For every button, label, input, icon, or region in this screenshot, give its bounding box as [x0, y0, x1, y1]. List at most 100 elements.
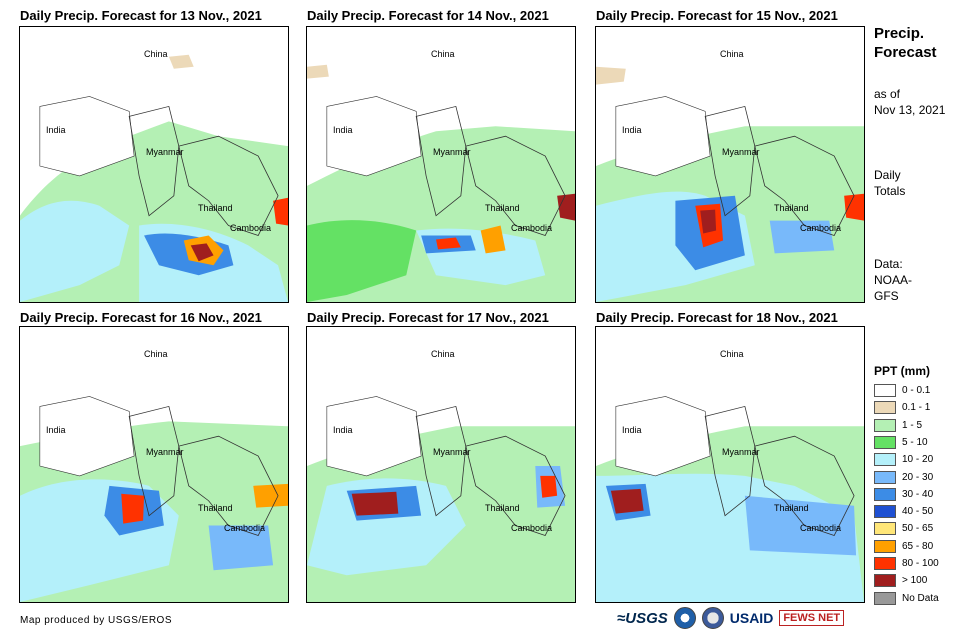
state-seal-logo: [701, 607, 724, 629]
legend-item: 0 - 0.1: [874, 383, 930, 398]
panel-title-3: Daily Precip. Forecast for 15 Nov., 2021: [596, 8, 838, 23]
legend-label: > 100: [902, 575, 928, 587]
legend-label: 65 - 80: [902, 540, 934, 552]
map-3-label-cambodia: Cambodia: [800, 223, 842, 233]
totals-line1: Daily: [874, 168, 901, 182]
map-6-label-thailand: Thailand: [774, 503, 809, 513]
legend-label: 0 - 0.1: [902, 385, 931, 396]
legend-label: 0.1 - 1: [902, 402, 931, 414]
logos: ≈USGS USAID FEWS NET: [617, 606, 845, 630]
panel-title-4: Daily Precip. Forecast for 16 Nov., 2021: [20, 310, 262, 325]
legend-label: 50 - 65: [902, 523, 934, 535]
legend-item: 80 - 100: [874, 556, 939, 571]
legend-item: No Data: [874, 591, 939, 606]
legend-item: 20 - 30: [874, 470, 933, 485]
footer-credit: Map produced by USGS/EROS: [20, 615, 173, 626]
legend-item: 5 - 10: [874, 435, 928, 450]
map-3-label-thailand: Thailand: [774, 203, 809, 213]
map-2-label-myanmar: Myanmar: [433, 147, 471, 157]
legend-swatch: [874, 418, 896, 432]
map-5-label-india: India: [333, 425, 353, 435]
noaa-logo: [673, 607, 696, 629]
map-2-label-india: India: [333, 125, 353, 135]
legend-swatch: [874, 539, 896, 553]
legend-item: 50 - 65: [874, 521, 933, 536]
map-6-label-china: China: [720, 349, 744, 359]
map-4-label-myanmar: Myanmar: [146, 447, 184, 457]
precip-map-1: [20, 27, 288, 302]
map-panel-4: China India Myanmar Thailand Cambodia: [19, 326, 289, 603]
map-3-label-myanmar: Myanmar: [722, 147, 760, 157]
legend-swatch: [874, 522, 896, 536]
map-1-label-india: India: [46, 125, 66, 135]
map-2-label-cambodia: Cambodia: [511, 223, 553, 233]
map-panel-3: China India Myanmar Thailand Cambodia: [595, 26, 865, 303]
map-5-label-thailand: Thailand: [485, 503, 520, 513]
map-4-label-thailand: Thailand: [198, 503, 233, 513]
legend-item: 0.1 - 1: [874, 400, 930, 415]
map-2-label-thailand: Thailand: [485, 203, 520, 213]
legend-item: 40 - 50: [874, 504, 933, 519]
usaid-logo: USAID: [729, 610, 774, 626]
panel-title-1: Daily Precip. Forecast for 13 Nov., 2021: [20, 8, 262, 23]
legend-label: 30 - 40: [902, 488, 934, 500]
precip-map-6: [596, 327, 864, 602]
usgs-logo: ≈USGS: [617, 609, 668, 627]
map-5-label-china: China: [431, 349, 455, 359]
map-6-label-cambodia: Cambodia: [800, 523, 842, 533]
map-3-label-china: China: [720, 49, 744, 59]
legend-label: 20 - 30: [902, 471, 934, 483]
legend-swatch: [874, 401, 896, 415]
legend-swatch: [874, 591, 896, 605]
map-4-label-cambodia: Cambodia: [224, 523, 266, 533]
legend-title: PPT (mm): [874, 364, 931, 378]
legend-swatch: [874, 470, 896, 484]
map-panel-6: China India Myanmar Thailand Cambodia: [595, 326, 865, 603]
map-6-label-india: India: [622, 425, 642, 435]
side-title-line2: Forecast: [874, 44, 937, 61]
legend-label: 40 - 50: [902, 506, 934, 518]
precip-map-2: [307, 27, 575, 302]
legend-label: 1 - 5: [902, 419, 923, 431]
side-title: Precip. Forecast: [874, 24, 937, 62]
legend-swatch: [874, 505, 896, 519]
as-of-date: as of Nov 13, 2021: [874, 86, 945, 118]
legend-label: 5 - 10: [902, 436, 928, 448]
legend-item: 1 - 5: [874, 418, 922, 433]
legend-item: 30 - 40: [874, 487, 933, 502]
legend-swatch: [874, 435, 896, 449]
legend-swatch: [874, 453, 896, 467]
map-1-label-china: China: [144, 49, 168, 59]
legend-item: 65 - 80: [874, 539, 933, 554]
map-1-label-myanmar: Myanmar: [146, 147, 184, 157]
map-panel-2: China India Myanmar Thailand Cambodia: [306, 26, 576, 303]
fews-net-logo: FEWS NET: [779, 610, 845, 626]
totals-line2: Totals: [874, 184, 906, 198]
daily-totals: Daily Totals: [874, 167, 905, 199]
legend-swatch: [874, 557, 896, 570]
map-4-label-india: India: [46, 425, 66, 435]
legend-item: > 100: [874, 573, 927, 588]
as-of-line1: as of: [874, 87, 901, 101]
legend-swatch: [874, 384, 896, 397]
map-3-label-india: India: [622, 125, 642, 135]
data-line2: NOAA-: [874, 273, 913, 287]
legend-label: 80 - 100: [902, 558, 939, 569]
precip-map-5: [307, 327, 575, 602]
data-line1: Data:: [874, 257, 903, 271]
data-source: Data: NOAA- GFS: [874, 256, 912, 304]
panel-title-6: Daily Precip. Forecast for 18 Nov., 2021: [596, 310, 838, 325]
legend-swatch: [874, 574, 896, 588]
map-5-label-cambodia: Cambodia: [511, 523, 553, 533]
as-of-line2: Nov 13, 2021: [874, 103, 946, 117]
panel-title-2: Daily Precip. Forecast for 14 Nov., 2021: [307, 8, 549, 23]
map-1-label-thailand: Thailand: [198, 203, 233, 213]
legend-item: 10 - 20: [874, 452, 933, 467]
map-panel-1: China India Myanmar Thailand Cambodia: [19, 26, 289, 303]
legend-label: No Data: [902, 592, 939, 604]
legend-swatch: [874, 487, 896, 501]
map-panel-5: China India Myanmar Thailand Cambodia: [306, 326, 576, 603]
panel-title-5: Daily Precip. Forecast for 17 Nov., 2021: [307, 310, 549, 325]
precip-map-4: [20, 327, 288, 602]
map-4-label-china: China: [144, 349, 168, 359]
